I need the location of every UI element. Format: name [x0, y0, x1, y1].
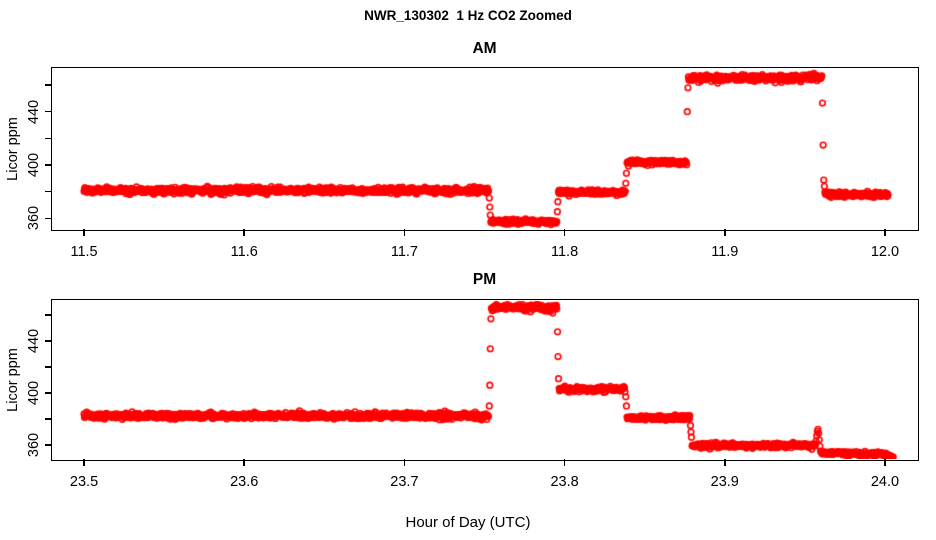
y-tick-mark	[45, 84, 52, 86]
x-tick-mark	[563, 459, 566, 466]
scatter-plot-am	[52, 68, 917, 229]
y-tick-label: 440	[26, 99, 42, 124]
y-tick-label: 400	[26, 152, 42, 178]
x-tick-mark	[243, 459, 245, 466]
y-tick-mark	[45, 314, 52, 316]
x-tick-label: 23.7	[390, 474, 419, 490]
y-axis-label-pm: Licor ppm	[5, 347, 21, 412]
x-tick-label: 11.8	[551, 244, 579, 260]
y-tick-mark	[45, 190, 52, 193]
x-tick-mark	[884, 459, 886, 466]
y-tick-mark	[45, 366, 52, 368]
x-tick-mark	[243, 229, 245, 236]
y-tick-mark	[45, 137, 52, 140]
x-tick-mark	[563, 229, 566, 236]
y-axis-label-am: Licor ppm	[5, 116, 21, 181]
x-tick-label: 12.0	[870, 244, 900, 260]
panel-title-pm: PM	[472, 271, 497, 288]
x-tick-label: 11.9	[711, 244, 739, 260]
x-tick-label: 23.8	[550, 474, 579, 490]
x-tick-label: 11.6	[230, 244, 258, 260]
x-tick-mark	[83, 229, 85, 236]
y-tick-label: 440	[26, 328, 42, 354]
x-tick-label: 11.5	[70, 244, 98, 260]
main-title: NWR_130302 1 Hz CO2 Zoomed	[364, 8, 572, 23]
y-tick-mark	[45, 392, 52, 394]
y-tick-mark	[45, 418, 52, 420]
y-tick-label: 360	[26, 206, 42, 231]
x-tick-label: 23.9	[710, 474, 739, 490]
x-tick-mark	[83, 459, 85, 466]
x-tick-mark	[724, 229, 726, 236]
x-tick-label: 11.7	[390, 244, 418, 260]
y-tick-mark	[45, 217, 52, 220]
y-tick-mark	[45, 444, 52, 446]
y-tick-mark	[45, 164, 52, 166]
y-tick-mark	[45, 340, 52, 342]
y-tick-mark	[45, 110, 52, 113]
x-tick-mark	[403, 459, 406, 466]
x-tick-mark	[884, 229, 886, 236]
x-tick-mark	[403, 229, 406, 236]
y-tick-label: 400	[26, 380, 42, 406]
x-axis-title: Hour of Day (UTC)	[405, 514, 531, 531]
x-tick-label: 23.6	[230, 474, 259, 490]
x-tick-label: 23.5	[69, 474, 99, 490]
y-tick-label: 360	[26, 432, 42, 458]
x-tick-mark	[724, 459, 726, 466]
panel-title-am: AM	[472, 40, 497, 57]
x-tick-label: 24.0	[870, 474, 900, 490]
scatter-plot-pm	[52, 300, 917, 459]
